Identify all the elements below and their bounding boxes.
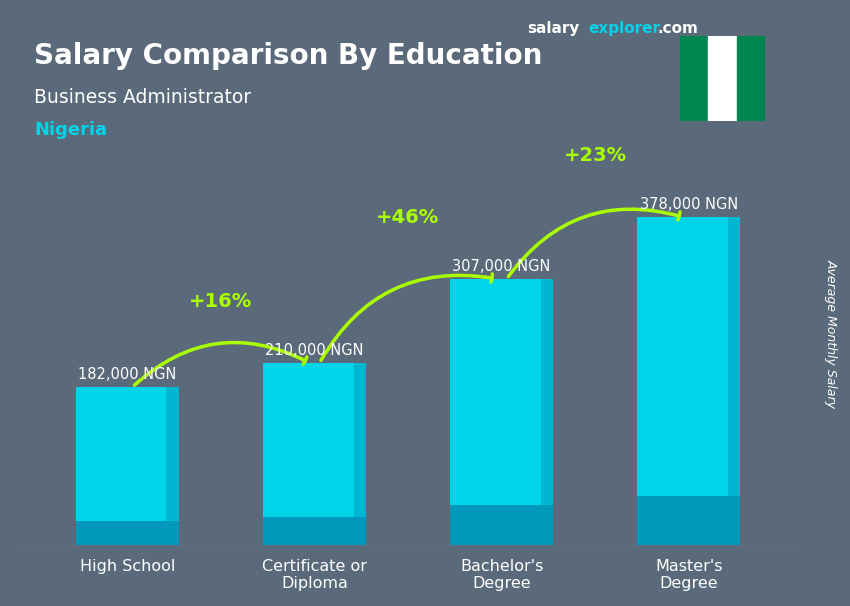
Bar [541, 279, 553, 545]
Bar [680, 36, 708, 121]
Text: +46%: +46% [377, 208, 439, 227]
Text: Average Monthly Salary: Average Monthly Salary [824, 259, 837, 408]
Text: 210,000 NGN: 210,000 NGN [265, 342, 364, 358]
Text: 378,000 NGN: 378,000 NGN [639, 197, 738, 212]
Bar [708, 36, 737, 121]
Text: +16%: +16% [190, 292, 252, 311]
Bar [354, 363, 366, 545]
Text: salary: salary [527, 21, 580, 36]
Text: Business Administrator: Business Administrator [34, 88, 251, 107]
Text: .com: .com [658, 21, 699, 36]
Bar [638, 217, 740, 545]
Bar [167, 387, 178, 545]
Bar [76, 387, 178, 545]
Bar [728, 217, 740, 545]
Bar [76, 521, 178, 545]
Text: +23%: +23% [564, 146, 626, 165]
Bar [263, 518, 366, 545]
Text: explorer: explorer [588, 21, 660, 36]
Text: 307,000 NGN: 307,000 NGN [452, 259, 551, 273]
Text: 182,000 NGN: 182,000 NGN [78, 367, 177, 382]
Bar [450, 279, 553, 545]
Text: Nigeria: Nigeria [34, 121, 107, 139]
Bar [737, 36, 765, 121]
Bar [263, 363, 366, 545]
Bar [450, 505, 553, 545]
Bar [638, 496, 740, 545]
Text: Salary Comparison By Education: Salary Comparison By Education [34, 42, 542, 70]
